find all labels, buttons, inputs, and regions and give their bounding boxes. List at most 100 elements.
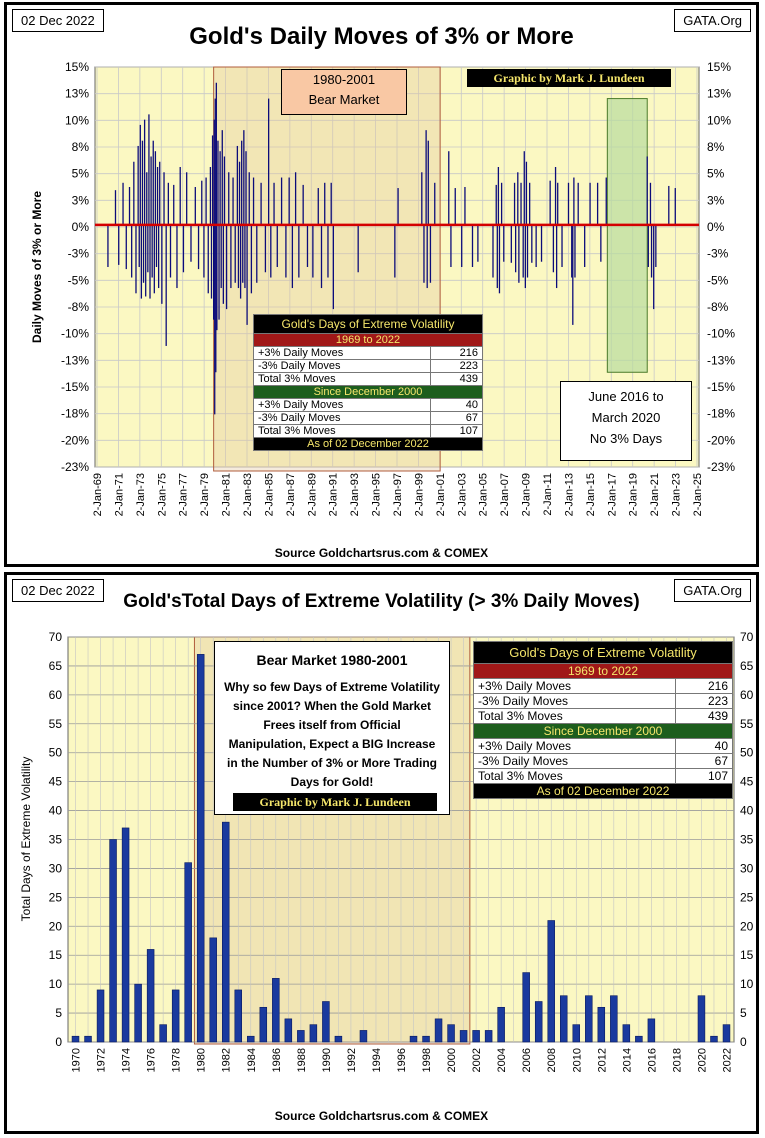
y-tick-label: 35 bbox=[49, 833, 63, 847]
x-tick-label: 1970 bbox=[71, 1048, 83, 1072]
y-tick-label: -5% bbox=[707, 273, 729, 287]
x-tick-label: 2-Jan-91 bbox=[328, 473, 340, 516]
y-tick-label: 25 bbox=[49, 890, 63, 904]
x-tick-label: 2-Jan-73 bbox=[135, 473, 147, 516]
x-tick-label: 2014 bbox=[621, 1048, 633, 1072]
date-tag: 02 Dec 2022 bbox=[12, 579, 104, 602]
x-tick-label: 2010 bbox=[571, 1048, 583, 1072]
as-of-date: As of 02 December 2022 bbox=[473, 783, 733, 799]
period-since-2000: Since December 2000 bbox=[253, 385, 483, 399]
year-bar bbox=[585, 995, 593, 1043]
y-axis-right: 0 5 10 15 20 25 30 35 40 45 50 55 60 65 70 bbox=[740, 630, 754, 1049]
x-tick-label: 2020 bbox=[696, 1048, 708, 1072]
x-tick-label: 2-Jan-01 bbox=[435, 473, 447, 516]
x-tick-label: 2-Jan-07 bbox=[499, 473, 511, 516]
graphic-credit: Graphic by Mark J. Lundeen bbox=[467, 69, 671, 87]
y-tick-label: 45 bbox=[740, 775, 754, 789]
year-bar bbox=[209, 937, 217, 1043]
row-value: 439 bbox=[430, 372, 483, 386]
x-tick-label: 1986 bbox=[271, 1048, 283, 1072]
x-tick-label: 2-Jan-69 bbox=[92, 473, 104, 516]
y-tick-label: -15% bbox=[61, 380, 89, 394]
x-tick-label: 2-Jan-77 bbox=[178, 473, 190, 516]
bear-label-line1: 1980-2001 bbox=[312, 72, 376, 87]
x-tick-label: 2-Jan-25 bbox=[692, 473, 704, 516]
row-label: +3% Daily Moves bbox=[473, 738, 676, 754]
x-tick-label: 1998 bbox=[421, 1048, 433, 1072]
volatility-table-bottom: Gold's Days of Extreme Volatility 1969 t… bbox=[473, 641, 734, 799]
source-note: Source Goldchartsrus.com & COMEX bbox=[274, 1109, 489, 1123]
y-tick-label: 45 bbox=[49, 775, 63, 789]
y-tick-label: 0 bbox=[740, 1035, 747, 1049]
y-tick-label: 0 bbox=[55, 1035, 62, 1049]
year-bar bbox=[71, 1035, 80, 1043]
y-tick-label: 5% bbox=[72, 167, 90, 181]
y-tick-label: 5% bbox=[707, 167, 725, 181]
x-tick-label: 1974 bbox=[121, 1048, 133, 1072]
year-bar bbox=[710, 1035, 718, 1043]
year-bar bbox=[635, 1035, 643, 1043]
y-tick-label: -8% bbox=[707, 300, 729, 314]
x-tick-label: 1992 bbox=[346, 1048, 358, 1072]
year-bar bbox=[334, 1035, 343, 1043]
x-axis: 1970 1972 1974 1976 1978 1980 1982 1984 1986 1988… bbox=[71, 1048, 734, 1072]
bear-label-line2: Bear Market bbox=[308, 92, 380, 107]
bear-market-label: 1980-2001 Bear Market bbox=[281, 69, 407, 115]
y-tick-label: -15% bbox=[707, 380, 735, 394]
y-tick-label: -13% bbox=[707, 353, 735, 367]
y-tick-label: 15% bbox=[707, 60, 731, 74]
x-tick-label: 2008 bbox=[546, 1048, 558, 1072]
x-tick-label: 2012 bbox=[596, 1048, 608, 1072]
year-bar bbox=[247, 1035, 255, 1043]
y-tick-label: -18% bbox=[707, 407, 735, 421]
y-tick-label: 20 bbox=[740, 919, 754, 933]
row-label: Total 3% Moves bbox=[252, 424, 432, 438]
x-tick-label: 1996 bbox=[396, 1048, 408, 1072]
year-bar bbox=[610, 995, 618, 1043]
x-tick-label: 2-Jan-85 bbox=[263, 473, 275, 516]
x-tick-label: 2-Jan-11 bbox=[542, 473, 554, 516]
y-tick-label: 10% bbox=[707, 113, 731, 127]
site-tag: GATA.Org bbox=[674, 9, 751, 32]
y-axis-left: 15% 13% 10% 8% 5% 3% 0% -3% -5% -8% -10% -13% -15% -1… bbox=[61, 60, 89, 474]
year-bar bbox=[422, 1035, 430, 1043]
year-bar bbox=[697, 995, 706, 1043]
year-bar bbox=[259, 1006, 268, 1043]
x-tick-label: 2-Jan-03 bbox=[456, 473, 468, 516]
y-axis-label: Total Days of Extreme Volatility bbox=[19, 757, 33, 922]
x-tick-label: 2006 bbox=[521, 1048, 533, 1072]
year-bar bbox=[159, 1024, 167, 1043]
chart-title: Gold'sTotal Days of Extreme Volatility (… bbox=[123, 591, 640, 612]
x-tick-label: 1982 bbox=[221, 1048, 233, 1072]
y-tick-label: 60 bbox=[49, 688, 63, 702]
y-tick-label: -3% bbox=[68, 247, 90, 261]
x-tick-label: 2-Jan-23 bbox=[671, 473, 683, 516]
y-tick-label: 55 bbox=[740, 717, 754, 731]
row-label: Total 3% Moves bbox=[252, 372, 432, 386]
y-tick-label: 5 bbox=[55, 1006, 62, 1020]
x-tick-label: 2-Jan-71 bbox=[113, 473, 125, 516]
x-tick-label: 2-Jan-05 bbox=[478, 473, 490, 516]
y-axis-label: Daily Moves of 3% or More bbox=[30, 191, 44, 343]
year-bar bbox=[146, 949, 155, 1043]
year-bar bbox=[134, 983, 142, 1043]
row-label: +3% Daily Moves bbox=[252, 398, 432, 412]
year-bar bbox=[622, 1024, 631, 1043]
chart-title: Gold's Daily Moves of 3% or More bbox=[189, 23, 574, 50]
as-of-date: As of 02 December 2022 bbox=[253, 437, 483, 451]
year-bar bbox=[534, 1001, 543, 1043]
year-bar bbox=[234, 989, 242, 1043]
x-tick-label: 1972 bbox=[96, 1048, 108, 1072]
x-tick-label: 2-Jan-19 bbox=[628, 473, 640, 516]
year-bar bbox=[722, 1024, 731, 1043]
year-bar bbox=[309, 1024, 318, 1043]
x-tick-label: 2-Jan-97 bbox=[392, 473, 404, 516]
y-tick-label: 13% bbox=[65, 87, 89, 101]
year-bar bbox=[84, 1035, 92, 1043]
x-tick-label: 2004 bbox=[496, 1048, 508, 1072]
y-tick-label: 0% bbox=[72, 220, 90, 234]
y-tick-label: 65 bbox=[49, 659, 63, 673]
x-tick-label: 1980 bbox=[196, 1048, 208, 1072]
row-value: 107 bbox=[674, 768, 734, 784]
year-bar bbox=[184, 862, 192, 1043]
